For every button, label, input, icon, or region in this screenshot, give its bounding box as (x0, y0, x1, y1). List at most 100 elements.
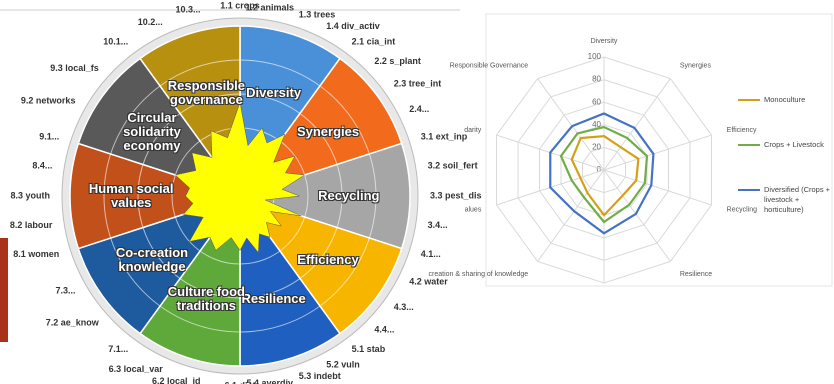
indicator-label: 8.2 labour (10, 220, 53, 230)
axis-label: Synergies (680, 62, 712, 69)
indicator-label: 5.4 averdiv (246, 378, 293, 384)
indicator-label: 1.3 trees (299, 10, 336, 20)
sector (239, 193, 341, 367)
axis-label: alues (465, 207, 482, 214)
legend-label: Crops + Livestock (764, 140, 824, 149)
r-tick-label: 0 (597, 165, 602, 174)
sector-label: Efficiency (297, 251, 359, 267)
indicator-label: 9.1... (39, 132, 59, 142)
indicator-label: 1.1 crops (220, 0, 260, 10)
indicator-label: 8.4... (32, 161, 52, 171)
indicator-label: 10.2... (138, 17, 163, 27)
series-line (570, 134, 640, 217)
legend-item: Crops + Livestock (738, 140, 834, 150)
sector-label: Circular solidarity economy (123, 110, 181, 154)
sector-label-box: Responsible governance (167, 77, 246, 107)
sector-label: Recycling (318, 188, 380, 203)
series-line (549, 112, 655, 235)
indicator-label: 2.4... (409, 104, 429, 114)
sector-label-box: Circular solidarity economy (123, 110, 181, 154)
r-tick-label: 80 (592, 75, 601, 84)
legend-item: Diversified (Crops + livestock + horticu… (738, 185, 834, 215)
indicator-label: 9.3 local_fs (50, 63, 99, 73)
sector-label: Culture food traditions (167, 284, 245, 314)
sector-label-box: Synergies (296, 124, 360, 140)
indicator-label: 1.2 animals (245, 3, 294, 13)
r-tick-label: 20 (592, 143, 601, 152)
legend-item: Monoculture (738, 95, 834, 105)
axis-label: Diversity (591, 38, 618, 45)
axis-label: Resilience (680, 271, 712, 278)
indicator-label: 6.3 local_var (109, 364, 164, 374)
legend-swatch (738, 189, 760, 191)
r-tick-label: 60 (592, 97, 601, 106)
indicator-label: 2.2 s_plant (374, 56, 421, 66)
indicator-label: 10.3... (175, 5, 200, 15)
sector-label: Co-creation knowledge (115, 244, 189, 274)
indicator-label: 6.2 local_id (152, 376, 201, 384)
indicator-label: 7.3... (55, 285, 75, 295)
r-tick-label: 40 (592, 120, 601, 129)
sector-label-box: Resilience (241, 291, 306, 307)
indicator-label: 3.4... (428, 220, 448, 230)
sector-label-box: Recycling (318, 188, 380, 203)
indicator-label: 5.3 indebt (299, 371, 341, 381)
indicator-label: 5.1 stab (352, 344, 386, 354)
sector-label: Diversity (246, 84, 302, 100)
ring-line (137, 93, 343, 299)
sector-label-box: Efficiency (297, 251, 359, 267)
spoke (537, 169, 605, 262)
indicator-label: 4.1... (421, 249, 441, 259)
indicator-label: 8.3 youth (10, 190, 50, 200)
sector-label: Responsible governance (167, 77, 246, 107)
indicator-label: 3.2 soil_fert (428, 161, 478, 171)
indicator-label: 7.2 ae_know (46, 318, 100, 328)
spoke (603, 169, 712, 206)
sector-label-box: Culture food traditions (167, 284, 245, 314)
spoke (603, 169, 671, 262)
axis-label: Recycling (727, 207, 757, 214)
series-line (559, 125, 649, 224)
legend-swatch (738, 144, 760, 146)
sector-label-box: Diversity (246, 84, 302, 100)
indicator-label: 3.3 pest_dis (430, 190, 482, 200)
sector-label-box: Co-creation knowledge (115, 244, 189, 274)
indicator-label: 1.4 div_activ (326, 21, 380, 31)
spoke (537, 78, 605, 171)
sector-label: Synergies (296, 124, 360, 140)
indicator-label: 4.3... (394, 302, 414, 312)
indicator-label: 9.2 networks (21, 95, 76, 105)
indicator-label: 4.2 water (409, 277, 448, 287)
r-tick-label: 100 (588, 52, 602, 61)
axis-label: Efficiency (727, 127, 757, 134)
indicator-label: 6.1 diet (224, 380, 255, 384)
indicator-label: 3.1 ext_inp (421, 132, 468, 142)
legend-label: Monoculture (764, 95, 806, 104)
indicator-label: 7.1... (108, 344, 128, 354)
spoke (603, 78, 671, 171)
sector-label-box: Human social values (88, 181, 174, 210)
indicator-label: 2.3 tree_int (394, 79, 442, 89)
indicator-label: 5.2 vuln (326, 360, 360, 370)
spoke (603, 134, 712, 171)
indicator-label: 8.1 women (13, 249, 59, 259)
axis-label: darity (464, 127, 482, 134)
axis-label: creation & sharing of knowledge (429, 271, 529, 278)
ring-line (103, 59, 377, 333)
score-shape (174, 101, 306, 254)
sector (69, 142, 243, 250)
axis-label: Responsible Governance (450, 62, 529, 69)
indicator-label: 2.1 cia_int (352, 37, 396, 47)
sector-label: Human social values (88, 181, 174, 210)
sector-label: Resilience (241, 291, 306, 307)
sector (238, 194, 403, 335)
indicator-label: 10.1... (103, 37, 128, 47)
edge-fragment (0, 238, 8, 342)
frame (485, 13, 833, 287)
indicator-label: 4.4... (374, 325, 394, 335)
legend-swatch (738, 99, 760, 101)
legend-label: Diversified (Crops + livestock + horticu… (764, 185, 831, 214)
sector (237, 142, 411, 250)
